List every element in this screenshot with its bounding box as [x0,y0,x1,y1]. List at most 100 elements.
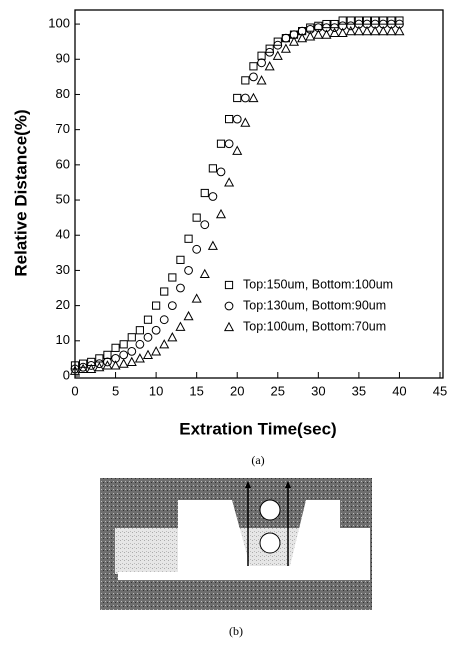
square-marker [387,16,396,25]
triangle-marker [167,332,178,342]
square-marker [119,340,128,349]
triangle-marker [126,356,137,367]
circle-marker [273,40,283,50]
triangle-marker [280,43,291,53]
circle-marker [249,72,258,82]
circle-marker [127,346,137,356]
square-marker [225,114,234,124]
circle-marker [70,364,80,374]
y-tick-label: 70 [56,121,70,136]
triangle-marker [313,29,324,39]
triangle-marker [232,145,243,155]
circle-marker [111,354,120,363]
circle-marker [86,361,96,370]
y-axis-label: Relative Distance(%) [11,109,30,276]
triangle-marker [240,117,251,127]
triangle-marker [86,363,97,374]
triangle-marker [151,346,162,356]
circle-marker [159,315,169,325]
circle-marker [176,283,185,293]
triangle-marker [78,363,89,374]
y-tick-label: 0 [63,367,70,382]
circle-marker [224,139,234,149]
x-tick-label: 25 [271,383,285,398]
circle-marker [257,58,266,68]
circle-marker [135,339,145,349]
circle-marker [119,350,129,360]
circle-marker [346,21,356,31]
legend-label: Top:100um, Bottom:70um [243,319,386,333]
x-tick-label: 15 [189,383,203,398]
circle-marker [289,30,299,40]
triangle-marker [224,177,235,187]
square-marker [233,93,242,103]
x-tick-label: 20 [230,383,244,398]
square-marker [265,44,274,53]
y-tick-label: 80 [56,86,70,101]
x-tick-label: 30 [311,383,325,398]
y-tick-label: 10 [56,332,70,347]
square-marker [200,188,209,198]
square-marker [395,16,404,25]
circle-marker [78,362,88,372]
x-tick-label: 0 [71,383,78,398]
triangle-marker [118,358,129,368]
x-tick-label: 35 [352,383,366,398]
caption-b: (b) [229,624,243,638]
triangle-marker [134,353,145,363]
bottom-strip [118,572,370,580]
triangle-marker [191,293,202,303]
triangle-marker [175,321,186,331]
square-marker [192,213,201,222]
square-marker [160,287,169,296]
circle-marker [143,332,153,342]
diagram-b [100,478,372,610]
triangle-marker [337,27,348,37]
circle-marker [184,266,193,275]
y-tick-label: 30 [56,262,70,277]
x-tick-label: 45 [433,383,447,398]
triangle-marker [207,240,218,250]
triangle-marker [142,349,154,359]
circle-marker [216,167,226,177]
y-tick-label: 50 [56,191,70,206]
triangle-marker [256,75,267,85]
square-marker [241,76,250,85]
triangle-marker [199,268,210,279]
circle-marker [232,114,242,124]
triangle-marker [321,29,332,39]
triangle-marker [361,25,373,36]
arrow-head [285,481,291,488]
circle-marker [200,220,210,230]
y-tick-label: 20 [56,297,70,312]
legend-marker [224,280,234,290]
square-marker [127,333,136,342]
circle-marker [305,24,315,34]
square-marker [371,16,380,25]
triangle-marker [345,25,356,36]
triangle-marker [248,92,259,103]
square-marker [152,301,161,310]
square-marker [79,359,88,368]
triangle-marker [394,25,405,36]
legend-label: Top:150um, Bottom:100um [243,277,393,291]
circle-marker [167,301,177,311]
legend-marker [223,321,235,332]
triangle-marker [94,361,105,372]
y-tick-label: 90 [56,51,70,66]
triangle-marker [378,25,389,36]
circle-marker [103,357,112,367]
square-marker [135,326,144,335]
legend-marker [224,301,234,311]
triangle-marker [370,25,381,36]
square-marker [111,343,120,352]
square-marker [143,315,153,324]
triangle-marker [159,339,170,349]
square-marker [70,361,80,370]
circle-marker [395,19,404,29]
square-marker [322,19,331,29]
square-marker [273,37,282,46]
triangle-marker [272,50,283,60]
square-marker [184,234,193,243]
